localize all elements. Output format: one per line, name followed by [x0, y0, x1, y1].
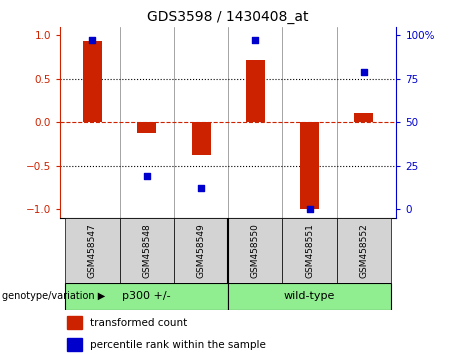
FancyBboxPatch shape: [337, 218, 391, 283]
FancyBboxPatch shape: [65, 283, 228, 310]
Text: wild-type: wild-type: [284, 291, 335, 302]
Text: p300 +/-: p300 +/-: [123, 291, 171, 302]
Title: GDS3598 / 1430408_at: GDS3598 / 1430408_at: [148, 10, 309, 24]
Bar: [67, 316, 82, 329]
Point: [143, 173, 150, 179]
FancyBboxPatch shape: [228, 283, 391, 310]
Point: [360, 69, 367, 75]
Text: GSM458549: GSM458549: [196, 223, 206, 278]
Text: percentile rank within the sample: percentile rank within the sample: [90, 340, 266, 350]
Bar: [246, 59, 265, 122]
FancyBboxPatch shape: [65, 218, 120, 283]
Bar: [300, 122, 319, 209]
Text: GSM458550: GSM458550: [251, 223, 260, 278]
Bar: [83, 41, 102, 122]
Text: GSM458551: GSM458551: [305, 223, 314, 278]
Point: [197, 185, 205, 191]
Bar: [355, 113, 373, 122]
Point: [252, 38, 259, 43]
Bar: [67, 338, 82, 351]
Bar: [137, 122, 156, 133]
Text: GSM458552: GSM458552: [360, 223, 368, 278]
FancyBboxPatch shape: [283, 218, 337, 283]
Point: [89, 38, 96, 43]
Text: GSM458547: GSM458547: [88, 223, 97, 278]
Bar: [192, 122, 211, 155]
FancyBboxPatch shape: [120, 218, 174, 283]
Text: genotype/variation ▶: genotype/variation ▶: [2, 291, 106, 302]
Text: transformed count: transformed count: [90, 318, 188, 328]
FancyBboxPatch shape: [174, 218, 228, 283]
Point: [306, 206, 313, 212]
FancyBboxPatch shape: [228, 218, 283, 283]
Text: GSM458548: GSM458548: [142, 223, 151, 278]
